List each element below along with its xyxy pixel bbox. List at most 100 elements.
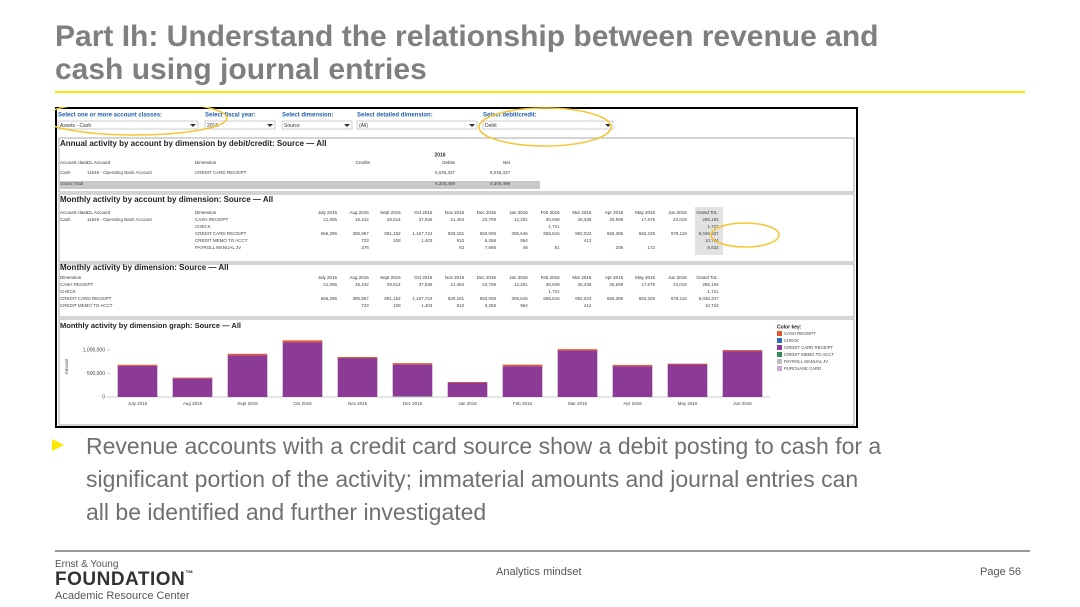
legend-label: CREDIT CARD RECEIPT <box>784 345 833 350</box>
bar-segment <box>612 364 653 367</box>
column-header: Jun 2016 <box>668 275 687 280</box>
cell: 656,396 <box>607 296 624 301</box>
cell: 81 <box>555 245 561 250</box>
cell: 8,632 <box>707 245 719 250</box>
column-header: Grand Tot.. <box>696 275 718 280</box>
cell: 23,019 <box>673 282 687 287</box>
cell: Cash <box>60 170 71 175</box>
cell: 12,201 <box>514 282 528 287</box>
brand-name: FOUNDATION <box>55 569 186 590</box>
cell: CREDIT MEMO TO ACCT <box>60 303 113 308</box>
x-tick-label: Dec 2015 <box>403 401 423 406</box>
filter-value: (All) <box>359 123 368 129</box>
cell: 656,616 <box>543 231 560 236</box>
legend-swatch <box>777 345 782 350</box>
column-header: GL Account <box>87 210 111 215</box>
column-header: Nov 2015 <box>445 210 465 215</box>
x-tick-label: July 2015 <box>128 401 148 406</box>
column-header: Dec 2015 <box>477 210 497 215</box>
dropdown[interactable] <box>204 120 276 130</box>
column-header: Mar 2016 <box>572 210 592 215</box>
x-tick-label: Mar 2016 <box>568 401 588 406</box>
brand-mark: ™ <box>185 569 194 578</box>
bar-segment <box>282 342 323 397</box>
bar-segment <box>557 349 598 351</box>
dropdown[interactable] <box>57 120 199 130</box>
bar-segment <box>722 350 763 352</box>
dropdown-arrow <box>190 124 196 127</box>
cell: 21,095 <box>323 282 337 287</box>
bar-segment <box>502 366 543 397</box>
y-tick-label: 0 <box>102 394 105 400</box>
column-header: Dimension <box>195 160 217 165</box>
cell: 37,936 <box>419 282 433 287</box>
column-header: Feb 2016 <box>541 210 561 215</box>
cell: 17,679 <box>641 282 655 287</box>
bar-segment <box>502 364 543 367</box>
panel <box>58 137 855 193</box>
cell: 656,396 <box>607 231 624 236</box>
legend-swatch <box>777 338 782 343</box>
dropdown-arrow <box>469 124 475 127</box>
cell: 23,709 <box>482 282 496 287</box>
legend-swatch <box>777 352 782 357</box>
column-header: May 2016 <box>635 275 655 280</box>
column-header: July 2015 <box>318 210 338 215</box>
cell: 12,201 <box>514 217 528 222</box>
bullet-line: significant portion of the activity; imm… <box>86 466 859 492</box>
column-header: Net <box>503 160 511 165</box>
cell: 964 <box>520 303 528 308</box>
cell: 29,514 <box>387 282 401 287</box>
cell: 412 <box>584 303 592 308</box>
cell: 9,300,498 <box>435 181 456 186</box>
cell: PAYROLL MANUAL JV <box>195 245 241 250</box>
legend-label: CHECK <box>784 338 799 343</box>
cell: 10,724 <box>705 238 719 243</box>
panel <box>58 193 855 263</box>
cell: CASH RECEIPT <box>60 282 94 287</box>
dropdown[interactable] <box>356 120 478 130</box>
cell: 656,616 <box>543 296 560 301</box>
column-header: Sept 2015 <box>380 275 401 280</box>
legend-swatch <box>777 359 782 364</box>
footer-center: Analytics mindset <box>496 566 582 578</box>
dashboard: Select one or more account classes: Asset… <box>55 107 858 428</box>
cell: 992,023 <box>575 296 592 301</box>
cell: CREDIT MEMO TO ACCT <box>195 238 248 243</box>
cell: 9,045,337 <box>435 170 456 175</box>
column-header: Debits <box>442 160 456 165</box>
cell: 6,268 <box>485 303 497 308</box>
cell: 9,045,337 <box>490 170 511 175</box>
cell: 891,152 <box>384 231 401 236</box>
cell: 829,181 <box>448 296 465 301</box>
column-header: Feb 2016 <box>541 275 561 280</box>
dropdown[interactable] <box>482 120 614 130</box>
cell: 30,949 <box>546 217 560 222</box>
dropdown[interactable] <box>281 120 353 130</box>
column-header: Dimension <box>195 210 217 215</box>
cell: Cash <box>60 217 71 222</box>
cell: 11645 - Operating Bank Account <box>87 217 152 222</box>
cell: 910 <box>457 303 465 308</box>
column-header: Account class <box>60 160 89 165</box>
filter-label: Select one or more account classes: <box>58 113 162 119</box>
cell: 11645 - Operating Bank Account <box>87 170 152 175</box>
column-header: July 2015 <box>318 275 338 280</box>
filter-label: Select fiscal year: <box>205 113 256 119</box>
cell: 26,338 <box>578 217 592 222</box>
y-tick-label: 1,000,000 <box>83 347 105 353</box>
column-header: Credits <box>356 160 371 165</box>
page-number: Page 56 <box>980 566 1021 578</box>
cell: 1,403 <box>421 303 433 308</box>
x-tick-label: Sept 2015 <box>237 401 258 406</box>
cell: 10,724 <box>705 303 719 308</box>
legend-label: PAYROLL MANUAL JV <box>784 359 828 364</box>
cell: 26,338 <box>578 282 592 287</box>
cell: CREDIT CARD RECEIPT <box>195 170 247 175</box>
bullet-marker <box>52 439 64 451</box>
cell: 21,464 <box>450 282 464 287</box>
column-header: Grand Tot.. <box>696 210 718 215</box>
cell: 829,181 <box>448 231 465 236</box>
filter-value: Assets - Cash <box>60 123 91 129</box>
x-tick-label: Jun 2016 <box>733 401 752 406</box>
